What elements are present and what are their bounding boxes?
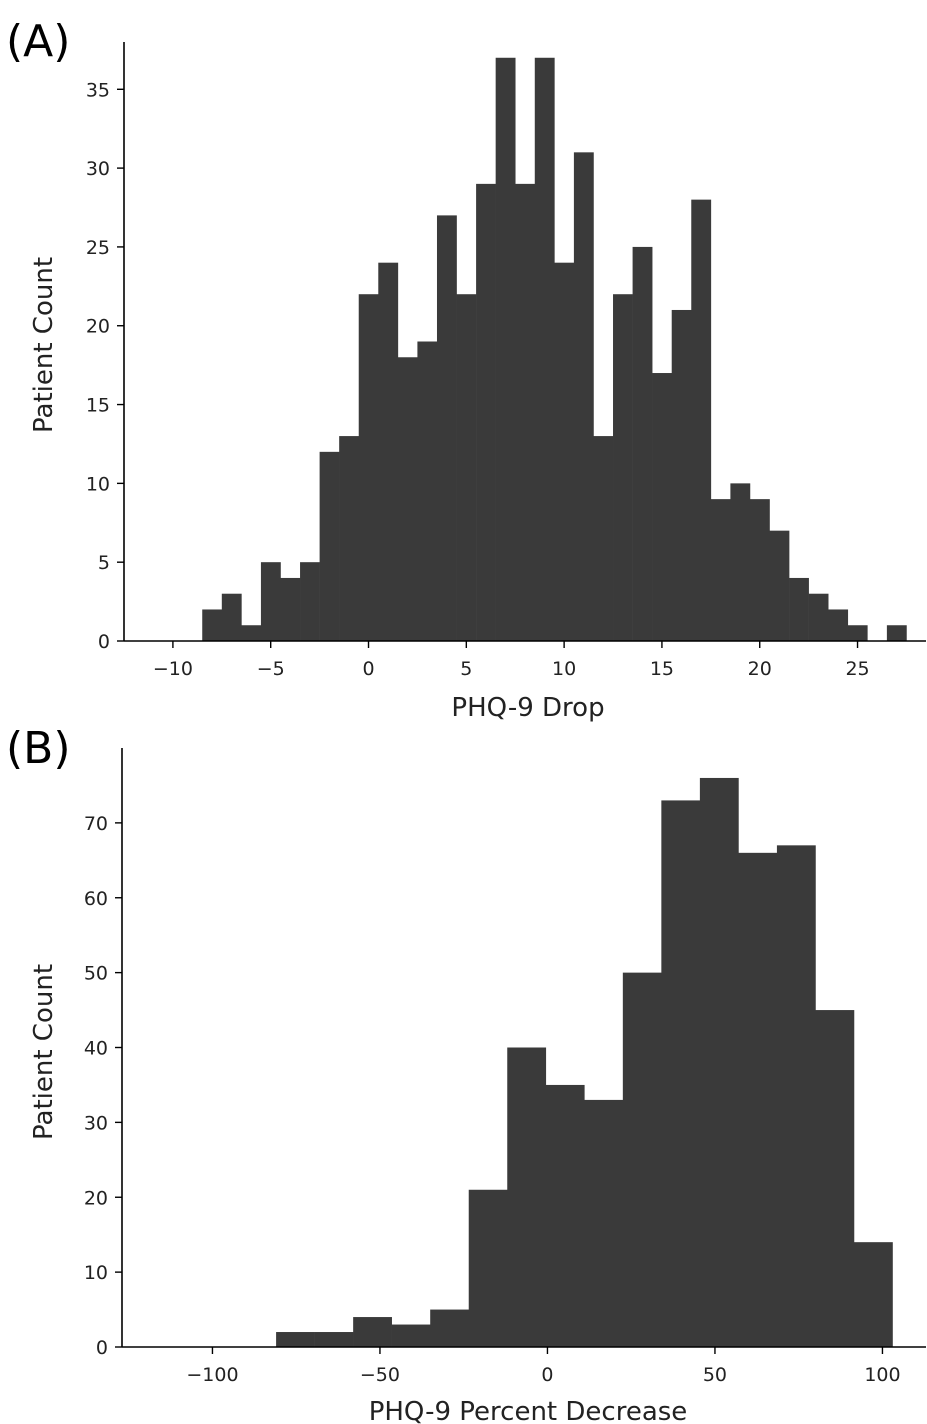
y-tick-label-a: 25 xyxy=(86,237,110,259)
histogram-bar-b xyxy=(853,1242,893,1347)
y-tick-label-a: 30 xyxy=(86,158,110,180)
histogram-bar-a xyxy=(847,625,868,641)
histogram-bar-a xyxy=(241,625,262,641)
histogram-bar-a xyxy=(260,562,281,641)
y-tick-label-b: 50 xyxy=(84,963,108,985)
y-tick-label-a: 0 xyxy=(98,631,110,653)
histogram-bar-a xyxy=(769,530,790,641)
y-tick-label-b: 0 xyxy=(96,1337,108,1359)
histogram-bar-a xyxy=(749,499,770,641)
histogram-bar-b xyxy=(353,1317,392,1347)
histogram-bar-a xyxy=(202,609,223,641)
histogram-bar-a xyxy=(593,436,614,641)
histogram-bar-b xyxy=(391,1324,431,1347)
y-ticks-a: 0 5 10 15 20 25 30 35 xyxy=(86,79,124,653)
histogram-bar-a xyxy=(456,294,477,641)
histogram-bar-a xyxy=(671,309,692,641)
y-axis-label-a: Patient Count xyxy=(29,257,59,433)
histogram-bar-a xyxy=(319,451,340,641)
x-axis-label-a: PHQ-9 Drop xyxy=(451,693,604,723)
histogram-bar-b xyxy=(699,777,739,1347)
histogram-bar-b xyxy=(545,1084,585,1347)
histogram-bar-b xyxy=(276,1332,315,1347)
x-axis-label-b: PHQ-9 Percent Decrease xyxy=(369,1397,688,1424)
histogram-bar-b xyxy=(738,852,778,1347)
histogram-bar-a xyxy=(476,183,496,641)
histogram-bar-a xyxy=(828,609,849,641)
histogram-bar-a xyxy=(280,577,301,641)
histogram-bar-b xyxy=(430,1309,470,1347)
x-ticks-a: −10 −5 0 5 10 15 20 25 xyxy=(153,641,870,680)
x-tick-label-a: 10 xyxy=(552,658,576,680)
y-tick-label-b: 70 xyxy=(84,813,108,835)
histogram-bar-a xyxy=(554,262,575,641)
histogram-bar-b xyxy=(314,1332,354,1347)
histogram-bar-a xyxy=(358,294,379,641)
histogram-bars-b xyxy=(276,777,893,1348)
histogram-bar-a xyxy=(573,152,594,641)
histogram-bar-a xyxy=(436,215,457,641)
histogram-bar-a xyxy=(417,341,438,641)
histogram-bar-b xyxy=(507,1047,547,1347)
histogram-bar-b xyxy=(622,972,662,1348)
x-tick-label-b: −50 xyxy=(360,1364,400,1386)
histogram-bar-a xyxy=(534,57,555,641)
x-tick-label-a: −10 xyxy=(153,658,193,680)
histogram-bar-a xyxy=(652,373,673,641)
x-tick-label-a: −5 xyxy=(257,658,285,680)
histogram-bar-b xyxy=(584,1099,624,1347)
y-axis-label-b: Patient Count xyxy=(29,964,59,1140)
x-tick-label-a: 20 xyxy=(748,658,772,680)
histogram-bar-a xyxy=(339,436,360,641)
histogram-bar-a xyxy=(691,199,712,641)
histogram-bar-a xyxy=(378,262,399,641)
histogram-bar-a xyxy=(613,294,633,641)
x-tick-label-b: 100 xyxy=(864,1364,900,1386)
x-tick-label-b: 50 xyxy=(703,1364,727,1386)
panel-label-a: (A) xyxy=(6,16,70,67)
panel-label-b: (B) xyxy=(6,723,71,774)
histogram-bar-a xyxy=(495,57,516,641)
histogram-bar-a xyxy=(397,357,418,641)
y-tick-label-b: 60 xyxy=(84,888,108,910)
x-tick-label-a: 25 xyxy=(845,658,869,680)
histogram-bar-b xyxy=(776,845,816,1347)
x-tick-label-a: 0 xyxy=(362,658,374,680)
y-tick-label-b: 20 xyxy=(84,1187,108,1209)
histogram-bar-a xyxy=(221,593,242,641)
histogram-bar-a xyxy=(808,593,829,641)
panel-b: (B) −100 −50 0 50 100 0 10 20 30 40 50 60 70 PHQ-9 … xyxy=(6,723,926,1424)
y-ticks-b: 0 10 20 30 40 50 60 70 xyxy=(84,813,122,1359)
histogram-bar-b xyxy=(815,1010,855,1347)
y-tick-label-b: 10 xyxy=(84,1262,108,1284)
y-tick-label-a: 15 xyxy=(86,395,110,417)
x-tick-label-a: 15 xyxy=(650,658,674,680)
histogram-bars-a xyxy=(202,57,907,642)
x-ticks-b: −100 −50 0 50 100 xyxy=(186,1347,901,1386)
histogram-bar-a xyxy=(710,499,731,641)
histogram-bar-b xyxy=(468,1189,508,1347)
panel-a: (A) −10 −5 0 5 10 15 20 25 0 5 10 15 20 25 30 35 PHQ-9… xyxy=(6,16,926,723)
histogram-bar-a xyxy=(300,562,320,641)
histogram-bar-a xyxy=(632,246,653,642)
histogram-bar-a xyxy=(730,483,751,641)
histogram-bar-a xyxy=(789,577,809,641)
histogram-bar-a xyxy=(515,183,536,641)
x-tick-label-a: 5 xyxy=(460,658,472,680)
x-tick-label-b: 0 xyxy=(541,1364,553,1386)
y-tick-label-a: 20 xyxy=(86,316,110,338)
y-tick-label-b: 30 xyxy=(84,1112,108,1134)
y-tick-label-b: 40 xyxy=(84,1038,108,1060)
y-tick-label-a: 35 xyxy=(86,79,110,101)
histogram-bar-b xyxy=(661,800,701,1347)
y-tick-label-a: 10 xyxy=(86,473,110,495)
histogram-bar-a xyxy=(886,625,907,641)
x-tick-label-b: −100 xyxy=(186,1364,238,1386)
y-tick-label-a: 5 xyxy=(98,552,110,574)
